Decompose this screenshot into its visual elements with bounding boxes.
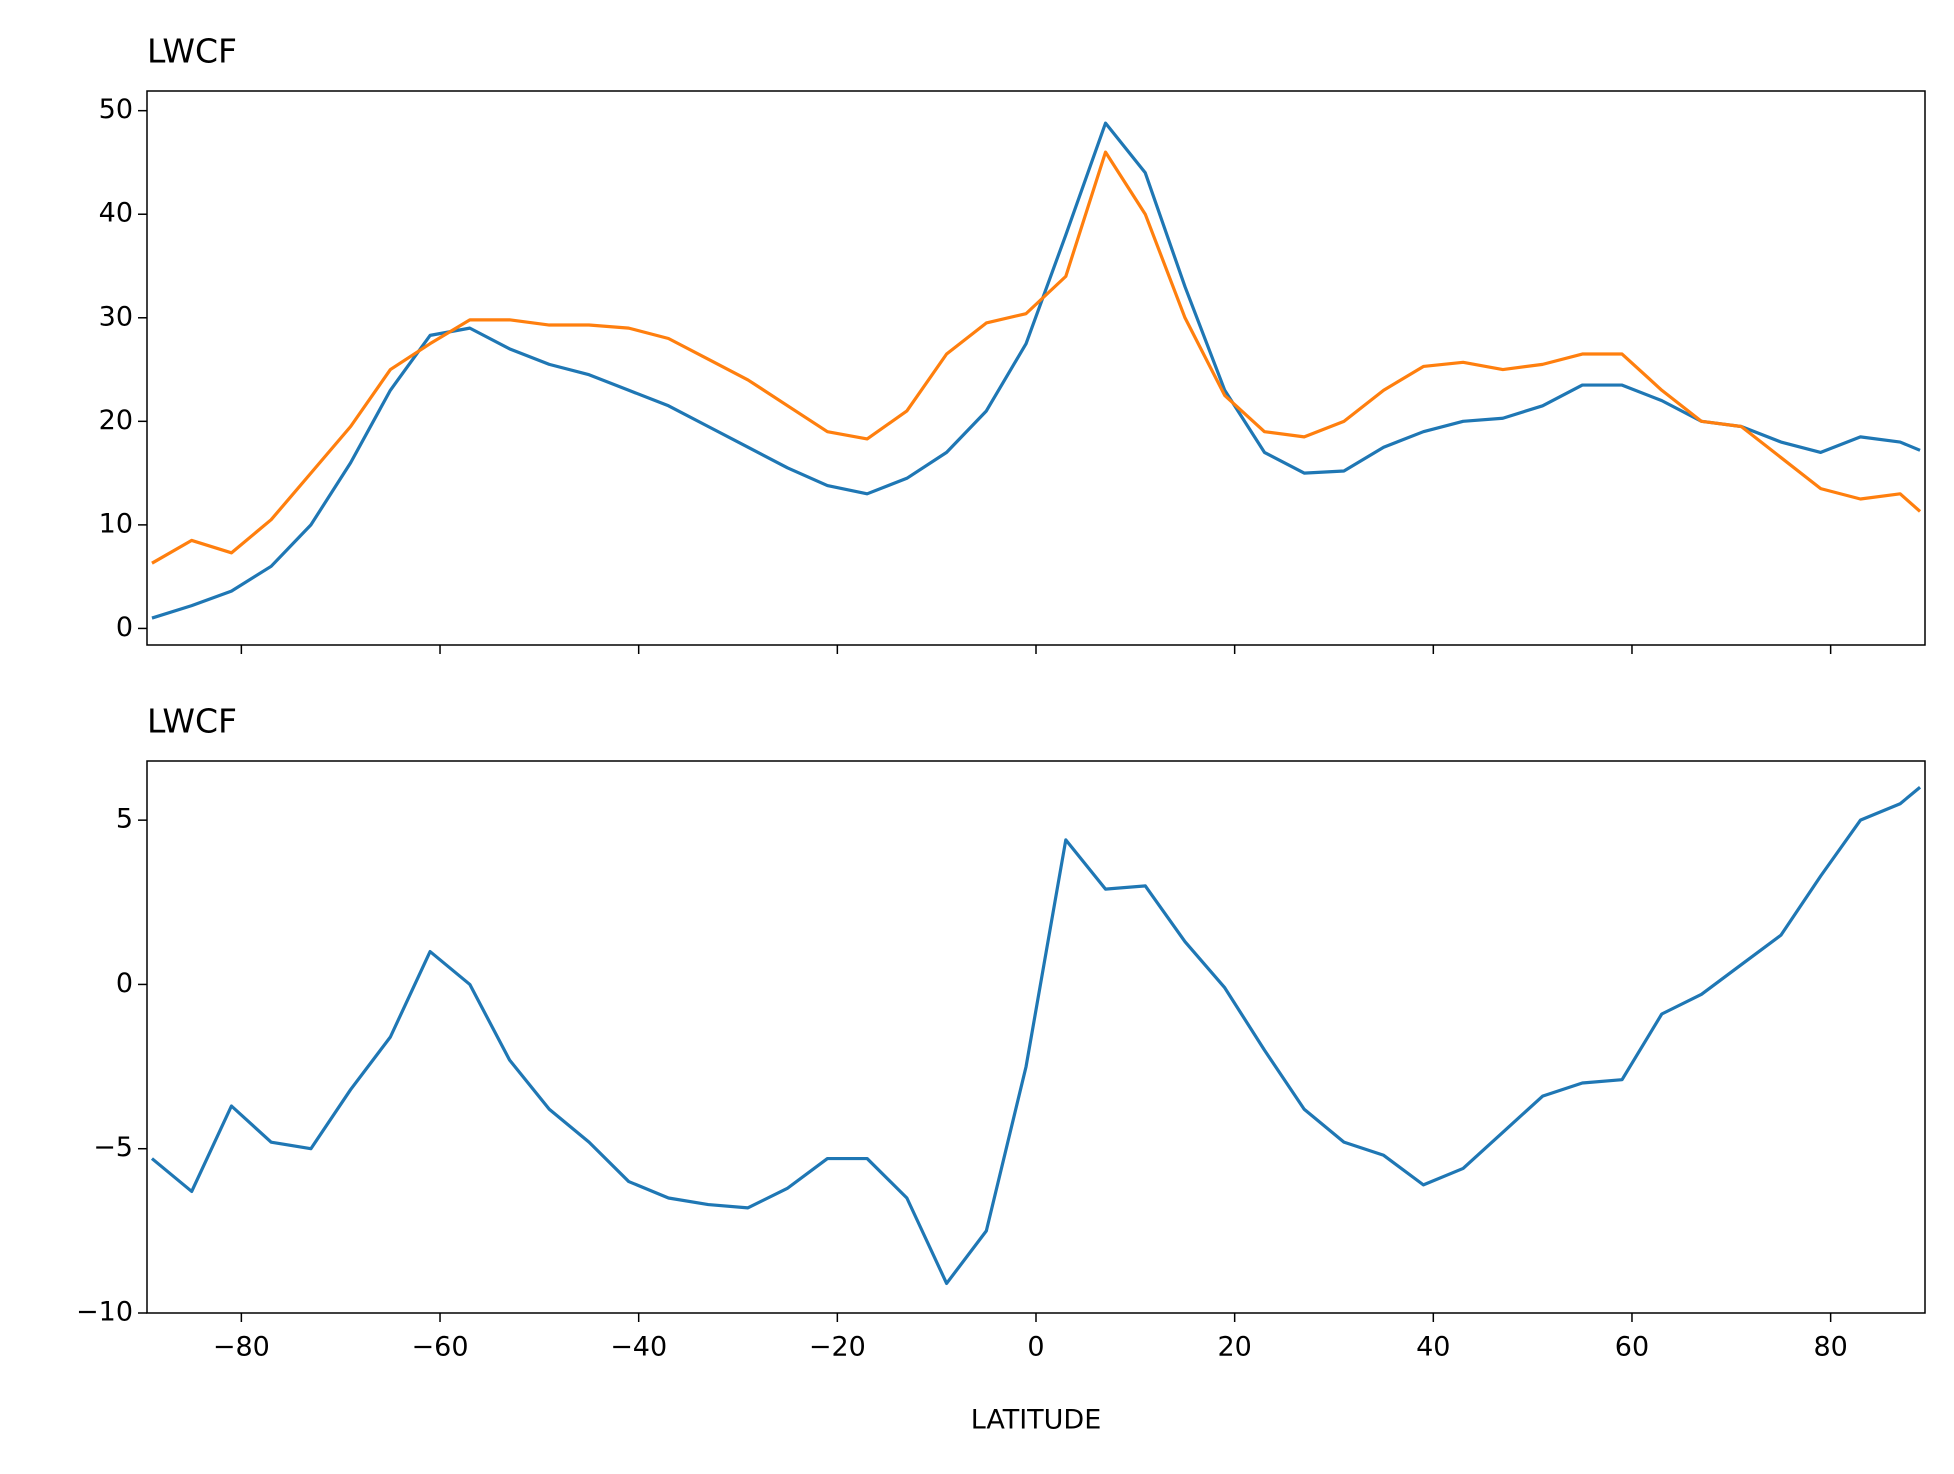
x-tick-label: 60 bbox=[1615, 1332, 1649, 1363]
data-line bbox=[151, 121, 1921, 620]
y-tick-label: 5 bbox=[116, 804, 133, 835]
data-line bbox=[150, 786, 1922, 1286]
y-tick-label: 0 bbox=[116, 968, 133, 999]
y-tick-label: −5 bbox=[93, 1132, 133, 1163]
y-tick-label: −10 bbox=[76, 1297, 133, 1328]
y-tick-label: 40 bbox=[99, 198, 133, 229]
data-line bbox=[151, 150, 1922, 565]
x-tick-label: −40 bbox=[610, 1332, 667, 1363]
x-tick-label: 20 bbox=[1217, 1332, 1251, 1363]
x-tick-label: −20 bbox=[809, 1332, 866, 1363]
y-tick-label: 0 bbox=[116, 612, 133, 643]
x-tick-label: 0 bbox=[1027, 1332, 1044, 1363]
y-tick-label: 50 bbox=[99, 94, 133, 125]
x-tick-label: −60 bbox=[412, 1332, 469, 1363]
y-tick-label: 10 bbox=[99, 508, 133, 539]
chart-title: LWCF bbox=[147, 702, 237, 741]
x-tick-label: 80 bbox=[1813, 1332, 1847, 1363]
x-tick-label: 40 bbox=[1416, 1332, 1450, 1363]
plot-frame bbox=[146, 760, 1926, 1314]
x-tick-label: −80 bbox=[213, 1332, 270, 1363]
y-tick-label: 20 bbox=[99, 405, 133, 436]
y-tick-label: 30 bbox=[99, 301, 133, 332]
x-axis-label: LATITUDE bbox=[971, 1405, 1102, 1436]
plot-frame bbox=[146, 90, 1926, 646]
chart-title: LWCF bbox=[147, 32, 237, 71]
